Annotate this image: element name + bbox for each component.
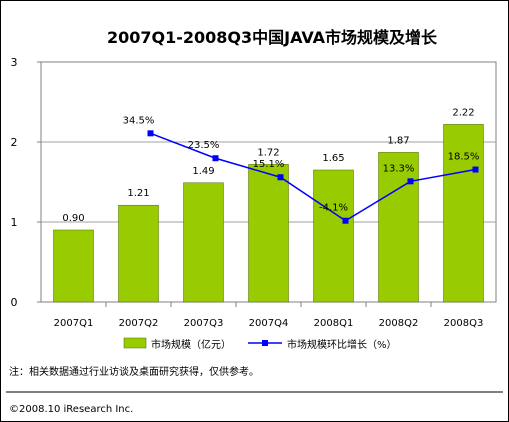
line-value-label: 23.5% bbox=[188, 140, 220, 151]
y-tick-label: 0 bbox=[11, 296, 18, 309]
line-series bbox=[147, 130, 479, 224]
chart-title: 2007Q1-2008Q3中国JAVA市场规模及增长 bbox=[107, 28, 438, 47]
bar-value-label: 0.90 bbox=[62, 213, 84, 224]
bar-value-label: 1.49 bbox=[192, 166, 214, 177]
legend-bar-label: 市场规模（亿元） bbox=[151, 338, 231, 351]
line-value-label: 18.5% bbox=[448, 152, 480, 163]
x-tick-label: 2007Q4 bbox=[249, 318, 289, 329]
bar-value-label: 1.21 bbox=[127, 188, 149, 199]
x-tick-label: 2008Q2 bbox=[379, 318, 419, 329]
line-labels: 34.5% 23.5% 15.1% -4.1% 13.3% 18.5% bbox=[123, 115, 480, 213]
line-value-label: 13.3% bbox=[383, 163, 415, 174]
x-tick-label: 2007Q1 bbox=[54, 318, 94, 329]
x-tick-label: 2008Q3 bbox=[444, 318, 484, 329]
line-point bbox=[472, 166, 479, 173]
x-axis: 2007Q1 2007Q2 2007Q3 2007Q4 2008Q1 2008Q2 2008… bbox=[54, 302, 484, 329]
line-point bbox=[212, 155, 219, 162]
x-tick-label: 2008Q1 bbox=[314, 318, 354, 329]
legend: 市场规模（亿元） 市场规模环比增长（%） bbox=[123, 337, 397, 351]
bar bbox=[313, 169, 354, 303]
copyright: ©2008.10 iResearch Inc. bbox=[9, 404, 133, 415]
bar bbox=[53, 229, 94, 303]
line-value-label: 15.1% bbox=[253, 159, 285, 170]
line-value-label: 34.5% bbox=[123, 115, 155, 126]
legend-line-label: 市场规模环比增长（%） bbox=[287, 338, 397, 351]
bar-value-label: 1.65 bbox=[322, 153, 344, 164]
line-point bbox=[277, 174, 284, 181]
y-tick-label: 2 bbox=[11, 136, 18, 149]
line-point bbox=[407, 178, 414, 185]
legend-line-marker bbox=[262, 340, 268, 346]
x-tick-label: 2007Q3 bbox=[184, 318, 224, 329]
series-line bbox=[150, 132, 476, 222]
bar-series bbox=[53, 124, 484, 303]
bar bbox=[183, 182, 224, 303]
bar-value-label: 2.22 bbox=[452, 107, 474, 118]
bar-value-label: 1.72 bbox=[257, 147, 279, 158]
legend-bar-swatch bbox=[123, 337, 147, 349]
x-tick-label: 2007Q2 bbox=[119, 318, 159, 329]
y-tick-label: 3 bbox=[11, 56, 18, 69]
bar bbox=[443, 124, 484, 303]
line-point bbox=[342, 217, 349, 224]
bar-value-label: 1.87 bbox=[387, 135, 409, 146]
bar bbox=[118, 204, 159, 303]
line-value-label: -4.1% bbox=[319, 203, 348, 214]
line-point bbox=[147, 130, 154, 137]
y-tick-label: 1 bbox=[11, 216, 18, 229]
bar-labels: 0.90 1.21 1.49 1.72 1.65 1.87 2.22 bbox=[62, 107, 474, 224]
y-axis: 0 1 2 3 bbox=[11, 56, 41, 309]
footnote: 注：相关数据通过行业访谈及桌面研究获得，仅供参考。 bbox=[9, 365, 259, 378]
bar bbox=[248, 164, 289, 303]
bar bbox=[378, 152, 419, 303]
